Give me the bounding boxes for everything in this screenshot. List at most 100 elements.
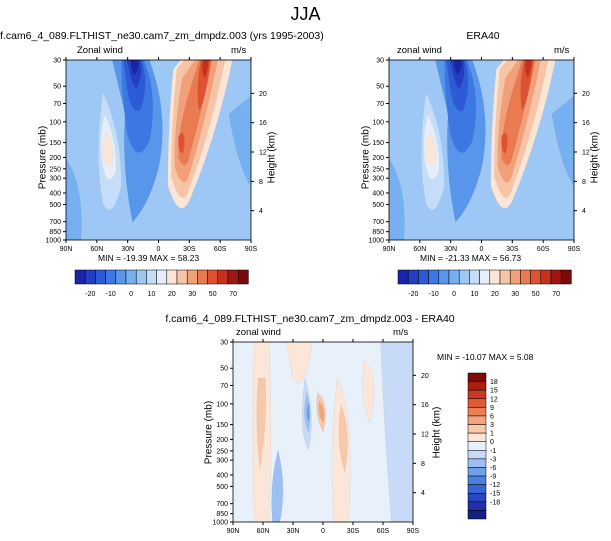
colorbar-swatch (467, 492, 487, 503)
colorbar-swatch (217, 269, 229, 285)
y2-tick-label: 16 (421, 402, 429, 409)
contour-region (525, 60, 532, 79)
x-tick-label: 60N (257, 528, 270, 535)
x-tick-label: 90N (227, 528, 240, 535)
y2-tick-label: 4 (421, 490, 425, 497)
contour-region (271, 449, 284, 522)
y-tick-label: 50 (376, 84, 384, 91)
colorbar-swatch (467, 484, 487, 494)
colorbar-label: 70 (229, 291, 237, 298)
colorbar-swatch (407, 269, 419, 285)
colorbar-swatch (84, 269, 96, 285)
colorbar-label: 0 (490, 439, 494, 446)
colorbar-swatch (467, 501, 487, 511)
colorbar-label: 3 (490, 422, 494, 429)
contour-region (306, 403, 310, 422)
colorbar-swatch (207, 269, 219, 285)
x-tick-label: 90N (383, 246, 396, 253)
y-tick-label: 400 (216, 472, 228, 479)
panel-2-title: ERA40 (466, 30, 500, 42)
y2-tick-label: 20 (421, 373, 429, 380)
colorbar-swatch (418, 269, 429, 285)
contour-region (453, 60, 462, 75)
colorbar-label: -3 (490, 456, 496, 463)
y-tick-label: 300 (49, 176, 61, 183)
y-tick-label: 700 (372, 219, 384, 226)
y-tick-label: 200 (216, 437, 228, 444)
colorbar-swatch (469, 269, 480, 285)
colorbar-swatch (530, 269, 542, 285)
colorbar-swatch (135, 269, 147, 285)
y-tick-label: 70 (53, 101, 61, 108)
x-tick-label: 90N (60, 246, 73, 253)
y2-tick-label: 8 (259, 179, 263, 186)
y-tick-label: 500 (49, 202, 61, 209)
panel-3-title: f.cam6_4_089.FLTHIST_ne30.cam7_zm_dmpdz.… (165, 313, 455, 325)
y-tick-label: 500 (216, 484, 228, 491)
panel-1-ylabel: Pressure (mb) (37, 125, 49, 190)
colorbar-swatch (509, 269, 521, 285)
colorbar-label: -20 (408, 291, 418, 298)
colorbar-swatch (428, 269, 440, 285)
y2-tick-label: 20 (582, 91, 590, 98)
colorbar-label: 50 (532, 291, 540, 298)
y2-tick-label: 16 (582, 120, 590, 127)
x-tick-label: 0 (480, 246, 484, 253)
colorbar-label: -10 (106, 291, 116, 298)
y-tick-label: 1000 (368, 238, 384, 245)
colorbar-swatch (467, 432, 487, 442)
x-tick-label: 60N (413, 246, 426, 253)
x-tick-label: 60N (90, 246, 103, 253)
colorbar-swatch (489, 269, 501, 285)
colorbar-label: 70 (552, 291, 560, 298)
y-tick-label: 70 (220, 383, 228, 390)
colorbar-swatch (95, 269, 106, 285)
y-tick-label: 30 (53, 58, 61, 65)
y-tick-label: 850 (372, 229, 384, 236)
y-tick-label: 250 (216, 448, 228, 455)
panel-2-colorbar: -20 -10 0 10 20 30 50 70 (397, 269, 572, 298)
contour-region (520, 60, 534, 112)
colorbar-swatch (520, 269, 531, 285)
colorbar-label: 1 (490, 431, 494, 438)
colorbar-swatch (146, 269, 157, 285)
colorbar-label: 9 (490, 405, 494, 412)
panel-3-y2label: Height (km) (431, 406, 443, 459)
y-tick-label: 1000 (45, 238, 61, 245)
colorbar-swatch (448, 269, 460, 285)
y2-tick-label: 8 (582, 179, 586, 186)
x-tick-label: 0 (321, 528, 325, 535)
colorbar-swatch (467, 441, 487, 451)
colorbar-label: 10 (148, 291, 156, 298)
y-tick-label: 100 (372, 119, 384, 126)
x-tick-label: 30S (506, 246, 519, 253)
panel-1-y2label: Height (km) (266, 131, 278, 184)
x-tick-label: 90S (245, 246, 258, 253)
plot-area (233, 342, 413, 522)
x-tick-label: 30N (121, 246, 134, 253)
colorbar-swatch (467, 415, 487, 425)
y2-tick-label: 4 (582, 208, 586, 215)
colorbar-swatch (438, 269, 450, 285)
colorbar-swatch (467, 372, 487, 382)
colorbar-swatch (467, 424, 487, 434)
colorbar-swatch (467, 407, 487, 417)
y-tick-label: 400 (372, 190, 384, 197)
colorbar-label: -18 (490, 499, 500, 506)
y-tick-label: 30 (376, 58, 384, 65)
y-tick-label: 100 (216, 401, 228, 408)
contour-region (338, 404, 348, 472)
panel-3-ylabel: Pressure (mb) (203, 400, 215, 465)
colorbar-swatch (479, 269, 491, 285)
y-tick-label: 500 (372, 202, 384, 209)
colorbar-label: 6 (490, 413, 494, 420)
y-tick-label: 150 (372, 140, 384, 147)
panel-3-contour-plot: 90N 60N 30N 0 30S 60S 90S 30 50 70 100 150 200 250 300… (212, 339, 429, 535)
y-tick-label: 200 (372, 155, 384, 162)
y-tick-label: 700 (49, 219, 61, 226)
contour-region (286, 342, 313, 383)
y-tick-label: 50 (220, 366, 228, 373)
contour-region (202, 60, 209, 79)
x-tick-label: 30N (444, 246, 457, 253)
y2-tick-label: 12 (259, 150, 267, 157)
